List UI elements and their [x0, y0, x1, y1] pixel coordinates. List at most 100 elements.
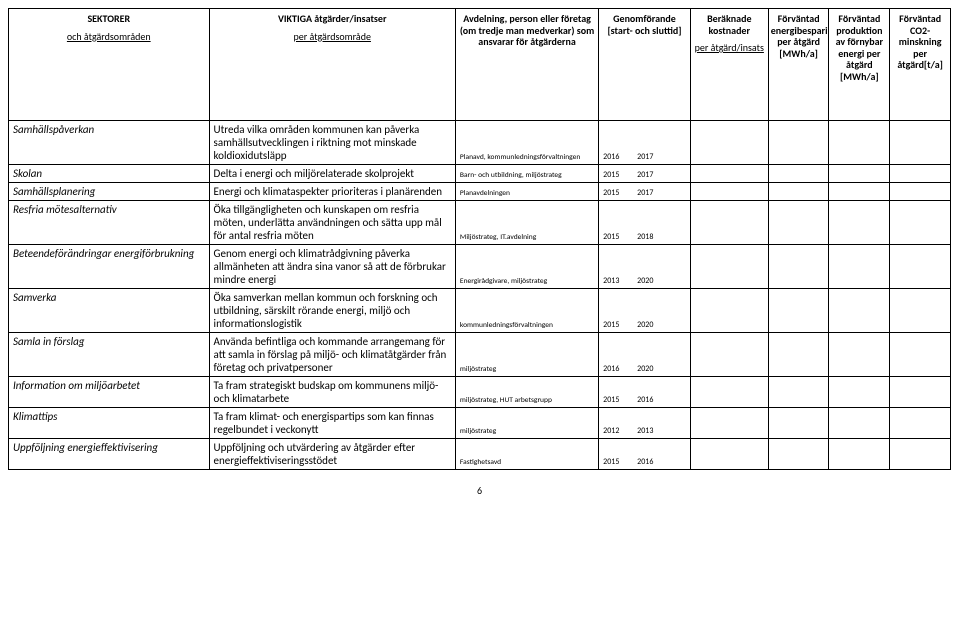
cell-co2	[890, 377, 951, 408]
cell-description: Öka tillgängligheten och kunskapen om re…	[209, 201, 455, 245]
cell-cost	[690, 245, 768, 289]
table-row: SamverkaÖka samverkan mellan kommun och …	[9, 289, 951, 333]
cell-renewable	[829, 121, 890, 165]
cell-cost	[690, 333, 768, 377]
cell-sector: Uppföljning energieffektivisering	[9, 439, 210, 470]
cell-cost	[690, 439, 768, 470]
cell-sector: Samhällspåverkan	[9, 121, 210, 165]
table-row: SkolanDelta i energi och miljörelaterade…	[9, 165, 951, 183]
cell-sector: Klimattips	[9, 408, 210, 439]
cell-cost	[690, 201, 768, 245]
year-start: 2012	[603, 426, 637, 436]
cell-saving	[768, 165, 829, 183]
cell-sector: Samhällsplanering	[9, 183, 210, 201]
cell-sector: Information om miljöarbetet	[9, 377, 210, 408]
cell-description: Genom energi och klimatrådgivning påverk…	[209, 245, 455, 289]
cell-saving	[768, 121, 829, 165]
cell-department: Barn- och utbildning, miljöstrateg	[455, 165, 598, 183]
cell-department: Miljöstrateg, IT.avdelning	[455, 201, 598, 245]
cell-saving	[768, 377, 829, 408]
cell-saving	[768, 439, 829, 470]
cell-cost	[690, 165, 768, 183]
cell-years: 20162020	[599, 333, 691, 377]
cell-sector: Resfria mötesalternativ	[9, 201, 210, 245]
header-calc: Beräknade kostnader per åtgärd/insats	[690, 9, 768, 121]
cell-description: Energi och klimataspekter prioriteras i …	[209, 183, 455, 201]
cell-co2	[890, 245, 951, 289]
year-end: 2017	[637, 152, 653, 162]
cell-description: Använda befintliga och kommande arrangem…	[209, 333, 455, 377]
header-sector-main: SEKTORER	[11, 13, 207, 25]
cell-description: Ta fram strategiskt budskap om kommunens…	[209, 377, 455, 408]
cell-years: 20152020	[599, 289, 691, 333]
year-end: 2013	[637, 426, 653, 436]
cell-renewable	[829, 289, 890, 333]
cell-saving	[768, 289, 829, 333]
year-end: 2017	[637, 170, 653, 180]
cell-sector: Beteendeförändringar energiförbrukning	[9, 245, 210, 289]
cell-years: 20122013	[599, 408, 691, 439]
cell-cost	[690, 183, 768, 201]
header-calc-sub: per åtgärd/insats	[693, 42, 766, 54]
year-end: 2020	[637, 364, 653, 374]
header-n2: Förväntad produktion av förnybar energi …	[829, 9, 890, 121]
cell-description: Ta fram klimat- och energispartips som k…	[209, 408, 455, 439]
header-dept: Avdelning, person eller företag (om tred…	[455, 9, 598, 121]
year-start: 2015	[603, 170, 637, 180]
cell-years: 20152017	[599, 165, 691, 183]
cell-department: Fastighetsavd	[455, 439, 598, 470]
cell-renewable	[829, 165, 890, 183]
cell-description: Utreda vilka områden kommunen kan påverk…	[209, 121, 455, 165]
cell-department: miljöstrateg	[455, 408, 598, 439]
year-start: 2015	[603, 188, 637, 198]
cell-sector: Samla in förslag	[9, 333, 210, 377]
year-start: 2015	[603, 320, 637, 330]
cell-cost	[690, 289, 768, 333]
table-row: SamhällsplaneringEnergi och klimataspekt…	[9, 183, 951, 201]
table-row: Uppföljning energieffektiviseringUppfölj…	[9, 439, 951, 470]
cell-department: kommunledningsförvaltningen	[455, 289, 598, 333]
table-header-row: SEKTORER och åtgärdsområden VIKTIGA åtgä…	[9, 9, 951, 121]
table-body: SamhällspåverkanUtreda vilka områden kom…	[9, 121, 951, 470]
cell-saving	[768, 408, 829, 439]
cell-years: 20152017	[599, 183, 691, 201]
cell-renewable	[829, 183, 890, 201]
header-time: Genomförande [start- och sluttid]	[599, 9, 691, 121]
action-plan-table: SEKTORER och åtgärdsområden VIKTIGA åtgä…	[8, 8, 951, 470]
table-row: KlimattipsTa fram klimat- och energispar…	[9, 408, 951, 439]
year-start: 2015	[603, 395, 637, 405]
cell-cost	[690, 377, 768, 408]
cell-cost	[690, 408, 768, 439]
year-end: 2016	[637, 395, 653, 405]
cell-department: miljöstrateg	[455, 333, 598, 377]
cell-years: 20152016	[599, 377, 691, 408]
year-start: 2016	[603, 152, 637, 162]
cell-renewable	[829, 439, 890, 470]
cell-saving	[768, 245, 829, 289]
year-start: 2015	[603, 457, 637, 467]
cell-saving	[768, 333, 829, 377]
cell-co2	[890, 333, 951, 377]
cell-renewable	[829, 377, 890, 408]
header-action: VIKTIGA åtgärder/insatser per åtgärdsomr…	[209, 9, 455, 121]
year-end: 2020	[637, 276, 653, 286]
cell-co2	[890, 408, 951, 439]
cell-sector: Samverka	[9, 289, 210, 333]
cell-description: Uppföljning och utvärdering av åtgärder …	[209, 439, 455, 470]
cell-department: Planavdelningen	[455, 183, 598, 201]
cell-description: Delta i energi och miljörelaterade skolp…	[209, 165, 455, 183]
year-start: 2015	[603, 232, 637, 242]
cell-renewable	[829, 245, 890, 289]
cell-department: Energirådgivare, miljöstrateg	[455, 245, 598, 289]
table-row: Information om miljöarbetetTa fram strat…	[9, 377, 951, 408]
cell-co2	[890, 439, 951, 470]
year-end: 2017	[637, 188, 653, 198]
cell-department: miljöstrateg, HUT arbetsgrupp	[455, 377, 598, 408]
year-end: 2016	[637, 457, 653, 467]
year-start: 2016	[603, 364, 637, 374]
cell-years: 20152016	[599, 439, 691, 470]
cell-saving	[768, 201, 829, 245]
header-n1: Förväntad energibesparing per åtgärd [MW…	[768, 9, 829, 121]
header-calc-main: Beräknade kostnader	[693, 13, 766, 36]
table-row: Resfria mötesalternativÖka tillgänglighe…	[9, 201, 951, 245]
